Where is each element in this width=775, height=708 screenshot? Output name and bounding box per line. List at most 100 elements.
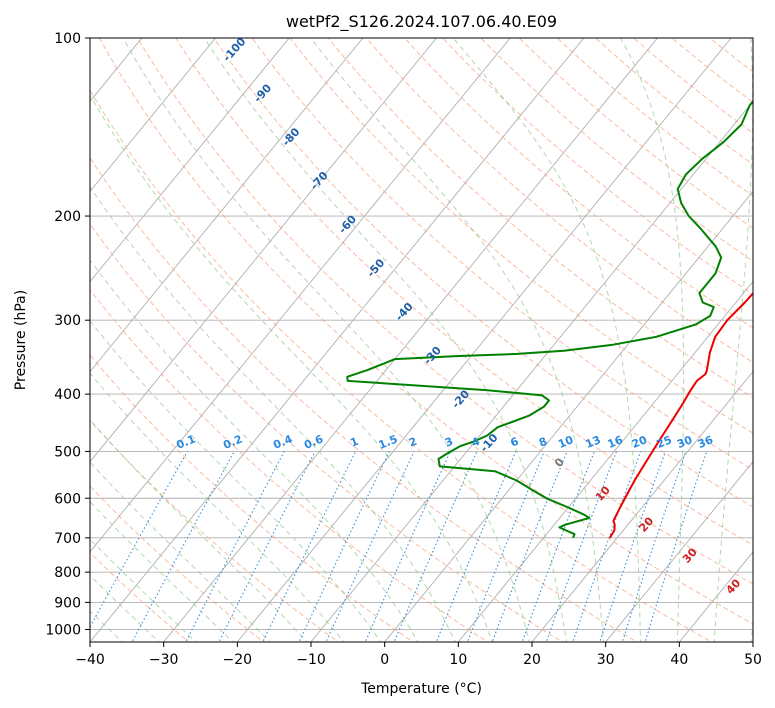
mixing-ratio-label: 8 <box>537 435 549 450</box>
moist-adiabat-label: 10 <box>593 483 613 503</box>
y-tick-label: 800 <box>54 565 81 581</box>
moist-adiabat-label: 40 <box>723 576 743 596</box>
mixing-ratio-label: 0.1 <box>175 432 198 451</box>
x-tick-label: 20 <box>523 652 541 668</box>
dewpoint-profile <box>346 99 753 539</box>
x-tick-label: −10 <box>296 652 326 668</box>
isotherm-line <box>457 280 753 642</box>
dry-adiabat-line <box>90 551 190 642</box>
dry-adiabat-line <box>90 223 564 642</box>
mixing-ratio-line <box>364 451 451 642</box>
dry-adiabat-line <box>327 38 753 399</box>
moist-adiabat-line <box>122 38 530 642</box>
mixing-ratio-label: 1 <box>348 435 360 450</box>
dry-adiabat-line <box>365 38 753 363</box>
dry-adiabat-line <box>518 38 753 229</box>
isotherm-line <box>605 461 753 642</box>
temperature-profile <box>608 291 753 539</box>
mixing-ratio-label: 10 <box>556 433 575 451</box>
y-tick-label: 700 <box>54 531 81 547</box>
isotherm-line <box>90 38 511 553</box>
y-tick-label: 500 <box>54 444 81 460</box>
y-axis-label: Pressure (hPa) <box>13 290 29 390</box>
dry-adiabat-line <box>480 38 753 262</box>
dry-adiabat-line <box>90 419 340 642</box>
dry-adiabat-label: -30 <box>421 344 444 368</box>
moist-adiabat-line <box>713 38 753 642</box>
isotherm-line <box>90 38 438 463</box>
mixing-ratio-line <box>298 451 390 642</box>
dry-adiabat-line <box>213 38 753 508</box>
x-tick-label: 0 <box>380 652 389 668</box>
moist-adiabat-line <box>452 38 641 642</box>
dry-adiabat-label: -100 <box>220 35 248 64</box>
dry-adiabat-line <box>136 38 753 585</box>
mixing-ratio-line <box>435 451 517 642</box>
background-lines <box>90 25 775 645</box>
x-tick-label: −40 <box>75 652 105 668</box>
mixing-ratio-line <box>491 451 568 642</box>
mixing-ratio-label: 1.5 <box>377 432 400 451</box>
mixing-ratio-label: 13 <box>584 433 603 451</box>
moist-adiabat-line <box>310 38 605 642</box>
isotherm-line <box>310 100 753 642</box>
dry-adiabat-label: -90 <box>251 81 274 105</box>
dry-adiabat-line <box>251 38 753 471</box>
mixing-ratio-line <box>644 451 708 642</box>
dry-adiabat-line <box>90 485 265 642</box>
mixing-ratio-line <box>545 451 618 642</box>
moist-adiabat-line <box>620 38 685 642</box>
x-tick-label: −20 <box>223 652 253 668</box>
mixing-ratio-line <box>466 451 545 642</box>
moist-adiabat-line <box>90 538 197 642</box>
dry-adiabat-label: -20 <box>449 387 472 411</box>
moist-adiabat-label: 30 <box>680 545 700 565</box>
x-axis-label: Temperature (°C) <box>360 681 482 697</box>
mixing-ratio-label: 0.4 <box>271 432 294 451</box>
mixing-ratio-label: 25 <box>655 433 674 451</box>
x-tick-label: 40 <box>670 652 688 668</box>
x-tick-label: 30 <box>597 652 615 668</box>
mixing-ratio-label: 30 <box>675 433 694 451</box>
mixing-ratio-line <box>572 451 642 642</box>
dry-adiabat-line <box>769 25 775 645</box>
mixing-ratio-label: 16 <box>606 433 625 451</box>
moist-adiabat-line <box>90 94 493 642</box>
moist-adiabat-line <box>750 616 753 642</box>
dry-adiabat-line <box>90 156 639 642</box>
isotherm-line <box>236 38 732 642</box>
isotherm-line <box>163 38 659 642</box>
isotherm-line <box>531 370 753 642</box>
mixing-ratio-label: 0.2 <box>221 432 244 451</box>
dry-adiabat-line <box>289 38 753 434</box>
x-tick-label: −30 <box>149 652 179 668</box>
plot-frame <box>89 37 754 643</box>
axes: −40 −30 −20 −10 0 10 20 30 40 5010020030040050060… <box>45 31 762 668</box>
dry-adiabat-label: -70 <box>308 169 331 193</box>
moist-adiabat-line <box>90 185 456 642</box>
dry-adiabat-line <box>556 38 753 197</box>
y-tick-label: 300 <box>54 313 81 329</box>
isotherm-line <box>90 38 217 193</box>
mixing-ratio-line <box>218 451 316 642</box>
mixing-ratio-line <box>521 451 595 642</box>
mixing-ratio-line <box>90 451 188 629</box>
moist-adiabat-line <box>90 320 382 642</box>
dry-adiabat-line <box>594 38 753 165</box>
profile-lines <box>346 99 753 539</box>
y-tick-label: 600 <box>54 491 81 507</box>
dry-adiabat-line <box>442 38 753 295</box>
moist-adiabat-line <box>90 500 234 642</box>
x-tick-label: 10 <box>449 652 467 668</box>
moist-adiabat-line <box>90 259 419 642</box>
x-tick-label: 50 <box>744 652 762 668</box>
dry-adiabat-line <box>175 38 753 546</box>
moist-adiabat-line <box>203 38 568 642</box>
mixing-ratio-line <box>599 451 667 642</box>
dry-adiabat-line <box>709 38 753 73</box>
moist-adiabat-line <box>90 419 308 642</box>
mixing-ratio-label: 20 <box>630 433 649 451</box>
y-tick-label: 900 <box>54 595 81 611</box>
mixing-ratio-label: 6 <box>509 435 521 450</box>
